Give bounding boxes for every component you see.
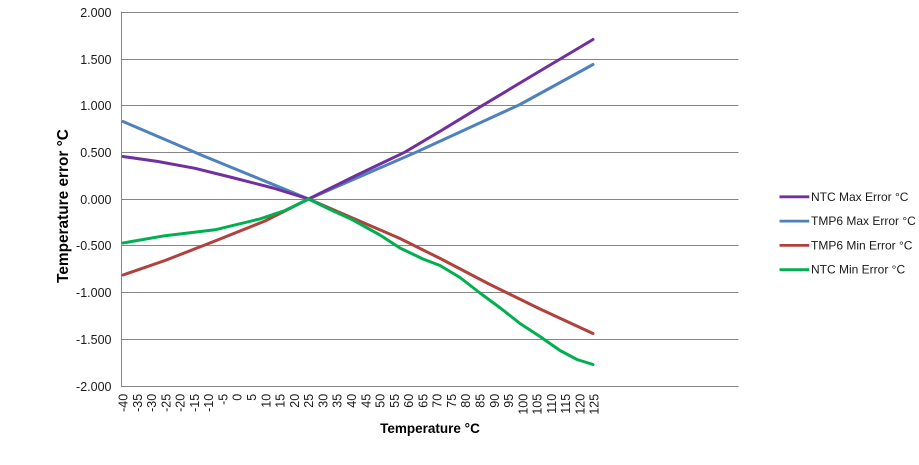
- svg-text:NTC Min Error °C: NTC Min Error °C: [811, 263, 905, 277]
- svg-text:2.000: 2.000: [80, 6, 111, 20]
- svg-text:0: 0: [231, 394, 245, 401]
- svg-text:10: 10: [259, 394, 273, 408]
- svg-text:TMP6 Max Error °C: TMP6 Max Error °C: [811, 214, 916, 228]
- svg-text:30: 30: [316, 394, 330, 408]
- svg-text:95: 95: [502, 394, 516, 408]
- svg-text:55: 55: [388, 394, 402, 408]
- svg-text:-0.500: -0.500: [76, 239, 111, 253]
- svg-text:20: 20: [288, 394, 302, 408]
- svg-text:5: 5: [245, 394, 259, 401]
- svg-text:NTC Max Error °C: NTC Max Error °C: [811, 190, 909, 204]
- svg-text:110: 110: [545, 394, 559, 414]
- svg-text:50: 50: [374, 394, 388, 408]
- svg-text:-35: -35: [131, 394, 145, 412]
- svg-text:Temperature error °C: Temperature error °C: [55, 129, 72, 283]
- svg-text:125: 125: [588, 394, 602, 415]
- svg-text:-2.000: -2.000: [76, 380, 111, 394]
- svg-text:60: 60: [402, 394, 416, 408]
- svg-text:-25: -25: [159, 394, 173, 412]
- svg-text:100: 100: [516, 394, 530, 415]
- svg-text:Temperature °C: Temperature °C: [380, 421, 480, 436]
- svg-text:-5: -5: [217, 394, 231, 405]
- svg-text:75: 75: [445, 394, 459, 408]
- svg-text:120: 120: [574, 394, 588, 415]
- svg-text:40: 40: [345, 394, 359, 408]
- svg-text:35: 35: [331, 394, 345, 408]
- svg-text:25: 25: [302, 394, 316, 408]
- svg-text:-15: -15: [188, 394, 202, 412]
- svg-text:105: 105: [531, 394, 545, 415]
- svg-text:90: 90: [488, 394, 502, 408]
- svg-text:70: 70: [431, 394, 445, 408]
- svg-text:45: 45: [359, 394, 373, 408]
- svg-text:85: 85: [474, 394, 488, 408]
- svg-text:115: 115: [559, 394, 573, 414]
- svg-text:1.500: 1.500: [80, 53, 111, 67]
- svg-text:0.000: 0.000: [80, 193, 111, 207]
- svg-text:-1.000: -1.000: [76, 286, 111, 300]
- svg-text:80: 80: [459, 394, 473, 408]
- svg-text:-30: -30: [145, 394, 159, 412]
- svg-text:15: 15: [274, 394, 288, 408]
- svg-text:-20: -20: [174, 394, 188, 412]
- svg-text:-40: -40: [117, 394, 131, 412]
- svg-text:65: 65: [416, 394, 430, 408]
- svg-text:-10: -10: [202, 394, 216, 412]
- svg-text:TMP6 Min Error °C: TMP6 Min Error °C: [811, 238, 913, 252]
- svg-text:0.500: 0.500: [80, 146, 111, 160]
- svg-text:1.000: 1.000: [80, 99, 111, 113]
- svg-text:-1.500: -1.500: [76, 333, 111, 347]
